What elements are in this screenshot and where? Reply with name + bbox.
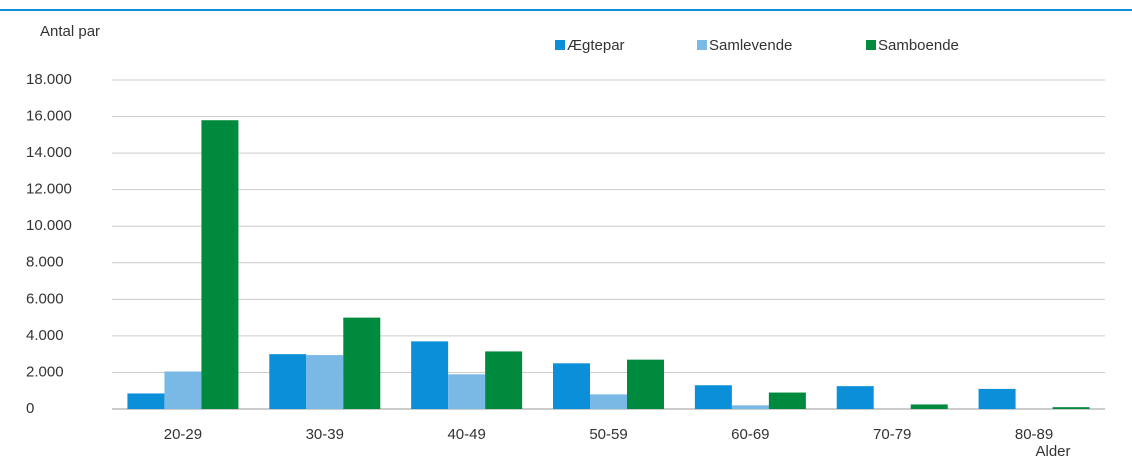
y-tick-label: 2.000: [26, 363, 64, 380]
x-tick-label: 20-29: [164, 426, 202, 443]
y-tick-label: 0: [26, 400, 34, 417]
y-tick-label: 8.000: [26, 254, 64, 271]
legend-label: Samlevende: [709, 37, 792, 54]
legend-swatch: [555, 40, 565, 50]
bar: [590, 394, 627, 409]
legend-label: Ægtepar: [567, 37, 625, 54]
bar: [553, 363, 590, 409]
x-tick-label: 40-49: [447, 426, 485, 443]
bar: [448, 374, 486, 409]
x-tick-label: 80-89: [1015, 426, 1053, 443]
bar: [910, 404, 948, 409]
bar: [201, 120, 239, 409]
y-tick-label: 6.000: [26, 290, 64, 307]
x-tick-label: 60-69: [731, 426, 769, 443]
bar: [978, 388, 1016, 409]
x-tick-label: 50-59: [589, 426, 627, 443]
bar: [411, 341, 449, 409]
y-tick-label: 18.000: [26, 71, 72, 88]
y-tick-label: 10.000: [26, 217, 72, 234]
bar: [343, 317, 381, 409]
x-tick-label: 30-39: [306, 426, 344, 443]
y-tick-label: 12.000: [26, 181, 72, 198]
y-tick-label: 14.000: [26, 144, 72, 161]
bar: [731, 405, 769, 409]
y-tick-label: 4.000: [26, 327, 64, 344]
legend-swatch: [697, 40, 707, 50]
y-tick-label: 16.000: [26, 108, 72, 125]
bar: [694, 385, 732, 409]
bar: [1052, 407, 1090, 409]
bar: [836, 386, 874, 409]
bar: [164, 371, 202, 409]
bar: [485, 351, 523, 409]
bar: [627, 359, 664, 409]
x-axis-label: Alder: [1035, 443, 1070, 460]
legend-swatch: [866, 40, 876, 50]
x-tick-label: 70-79: [873, 426, 911, 443]
legend-label: Samboende: [878, 37, 959, 54]
bar: [306, 355, 344, 409]
bar: [768, 392, 806, 409]
y-axis-label: Antal par: [40, 23, 100, 40]
bar: [269, 354, 307, 409]
bar: [127, 393, 165, 409]
